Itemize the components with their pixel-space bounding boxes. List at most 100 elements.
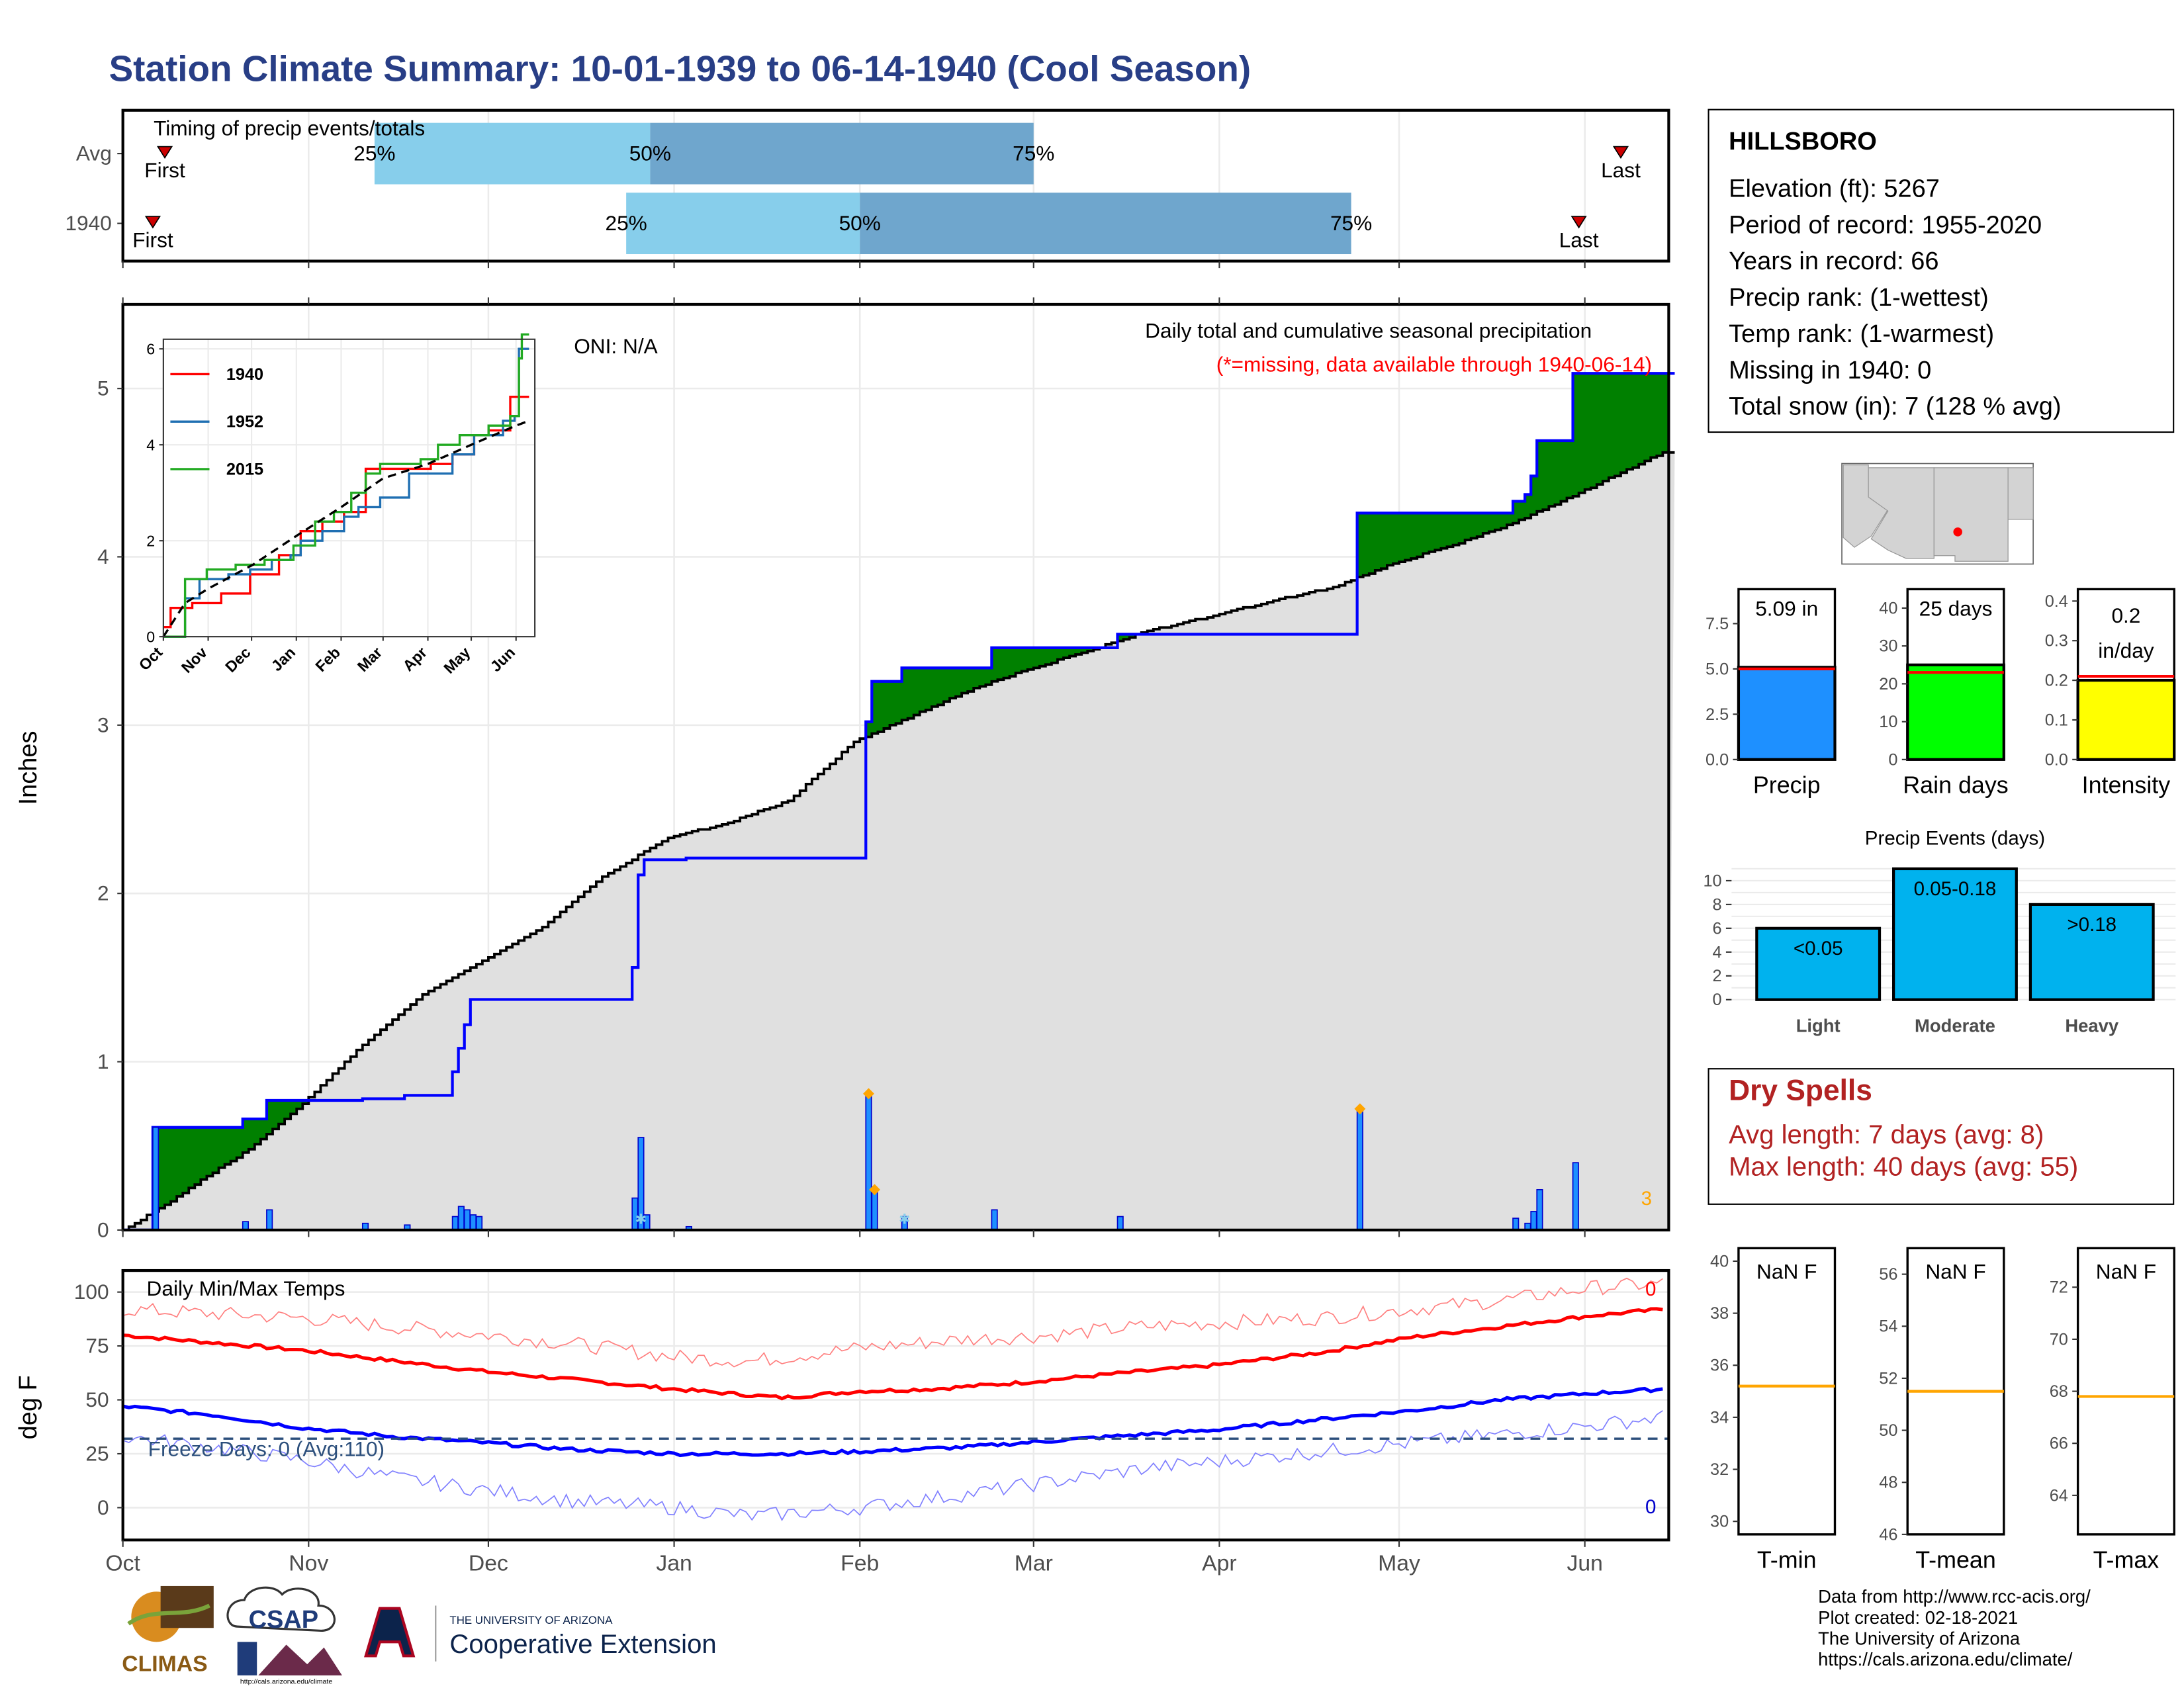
precip-departure-fill: [296, 1100, 304, 1109]
daily-precip-bar: [266, 1209, 273, 1231]
precip-departure-fill: [1620, 373, 1627, 473]
temp-xtick-label: Jan: [656, 1551, 692, 1576]
dry-spells-title: Dry Spells: [1729, 1075, 1872, 1108]
precip-departure-fill: [1123, 634, 1130, 640]
precip-events-category: Moderate: [1915, 1015, 1995, 1036]
precip-departure-fill: [1363, 513, 1370, 576]
inset-legend-label: 1940: [226, 365, 263, 384]
locator-map-new-mexico: [1933, 467, 2009, 562]
precip-departure-fill: [1129, 634, 1136, 638]
snow-icon: ✱: [635, 1212, 647, 1227]
daily-precip-bar: [457, 1206, 465, 1231]
precip-departure-fill: [956, 668, 962, 697]
daily-precip-bar: [1572, 1162, 1579, 1231]
freeze-days-label: Freeze Days: 0 (Avg:110): [148, 1437, 385, 1461]
precip-departure-fill: [1482, 513, 1490, 533]
precip-departure-fill: [201, 1127, 208, 1180]
precip-departure-fill: [230, 1127, 238, 1161]
intensity-ytick-label: 0.2: [2045, 672, 2068, 690]
precip-events-ytick-label: 6: [1713, 919, 1722, 938]
daily-precip-bar: [1530, 1211, 1537, 1231]
temp-ytick-label: 25: [85, 1442, 109, 1466]
rain-days-ytick-label: 10: [1879, 713, 1897, 731]
timing-row-label: 1940: [65, 211, 111, 235]
precip-departure-fill: [1572, 373, 1580, 496]
csap-logo-text: CSAP: [249, 1606, 318, 1634]
precip-departure-fill: [962, 668, 969, 693]
temp-ytick-label: 50: [85, 1388, 109, 1411]
rain-days-ytick-label: 30: [1879, 637, 1897, 656]
precip-panel-border: [121, 302, 1670, 1231]
temp-ytick-label: 75: [85, 1334, 109, 1358]
rain-days-ytick-label: 0: [1888, 750, 1897, 769]
inset-series-climatology: [162, 420, 529, 638]
tmax-count: 0: [1645, 1278, 1656, 1300]
precip-departure-fill: [878, 681, 885, 733]
precip-total-bar: [1737, 666, 1837, 761]
daily-precip-bar: [1536, 1188, 1543, 1231]
tmin-box-ytick-label: 36: [1710, 1356, 1729, 1375]
precip-departure-fill: [974, 668, 981, 688]
precip-departure-fill: [997, 647, 1005, 680]
dry-spells-panel: Dry Spells Avg length: 7 days (avg: 8) M…: [1707, 1068, 2175, 1205]
precip-departure-fill: [1477, 513, 1484, 537]
timing-bar-50-75: [650, 122, 1034, 185]
temp-ylabel: deg F: [15, 1375, 42, 1439]
inset-border: [162, 338, 536, 638]
timing-first-marker: [156, 146, 173, 159]
precip-departure-fill: [937, 668, 944, 705]
page-title: Station Climate Summary: 10-01-1939 to 0…: [109, 47, 1251, 90]
temp-xtick-label: Feb: [841, 1551, 879, 1576]
temp-ytick-label: 0: [97, 1495, 109, 1519]
precip-departure-fill: [302, 1100, 310, 1104]
precip-departure-fill: [291, 1100, 298, 1114]
precip-departure-fill: [1117, 634, 1124, 641]
temp-panel-border: [121, 1268, 1670, 1542]
timing-50-label: 50%: [629, 142, 671, 165]
rain-days-category-label: Rain days: [1903, 772, 2008, 798]
temp-series-record_tmax: [122, 1277, 1663, 1368]
daily-precip-bar: [1512, 1218, 1520, 1231]
tmin-box-ytick-label: 30: [1710, 1513, 1729, 1531]
temp-title: Daily Min/Max Temps: [147, 1276, 345, 1300]
station-snow: Total snow (in): 7 (128 % avg): [1729, 392, 2062, 421]
credit-line: Data from http://www.rcc-acis.org/: [1818, 1585, 2091, 1607]
inset-bg: [163, 339, 535, 637]
precip-departure-fill: [206, 1127, 214, 1177]
timing-row-label: Avg: [76, 142, 112, 165]
intensity-value-label: 0.2: [2111, 603, 2140, 627]
tmax-box-ytick-label: 64: [2050, 1486, 2068, 1505]
precip-events-category: Heavy: [2065, 1015, 2119, 1036]
precip-departure-fill: [1039, 647, 1046, 666]
csap-logo-url: http://cals.arizona.edu/climate: [240, 1678, 332, 1686]
precip-departure-fill: [1423, 513, 1430, 554]
precip-departure-fill: [1411, 513, 1418, 559]
precip-events-bar: [1755, 926, 1882, 1001]
precip-departure-fill: [991, 647, 999, 682]
timing-panel-border: [121, 109, 1670, 263]
daily-precip-bar: [152, 1126, 159, 1231]
station-precip-rank: Precip rank: (1-wettest): [1729, 283, 1989, 312]
precip-departure-fill: [1590, 373, 1598, 488]
credit-line: Plot created: 02-18-2021: [1818, 1607, 2019, 1628]
rain-days-ytick-label: 40: [1879, 599, 1897, 617]
precip-departure-fill: [907, 668, 915, 719]
precip-departure-fill: [913, 668, 921, 715]
precip-events-bar: [1892, 867, 2018, 1001]
precip-total-ytick-label: 0.0: [1706, 750, 1729, 769]
timing-title: Timing of precip events/totals: [154, 116, 425, 140]
precip-departure-fill: [1500, 513, 1508, 529]
daily-precip-bar: [475, 1216, 483, 1231]
tmin-box-category-label: T-min: [1757, 1546, 1817, 1573]
temp-panel-bg: [122, 1270, 1669, 1540]
precip-departure-fill: [236, 1127, 244, 1158]
precip-departure-fill: [254, 1119, 261, 1145]
station-missing: Missing in 1940: 0: [1729, 356, 1932, 384]
tmean-box-ytick-label: 46: [1879, 1525, 1897, 1544]
precip-total-category-label: Precip: [1753, 772, 1821, 798]
ua-line-1: THE UNIVERSITY OF ARIZONA: [449, 1614, 613, 1626]
inset-legend-label: 2015: [226, 460, 263, 478]
credit-line: The University of Arizona: [1818, 1628, 2021, 1649]
station-elevation: Elevation (ft): 5267: [1729, 174, 1940, 202]
